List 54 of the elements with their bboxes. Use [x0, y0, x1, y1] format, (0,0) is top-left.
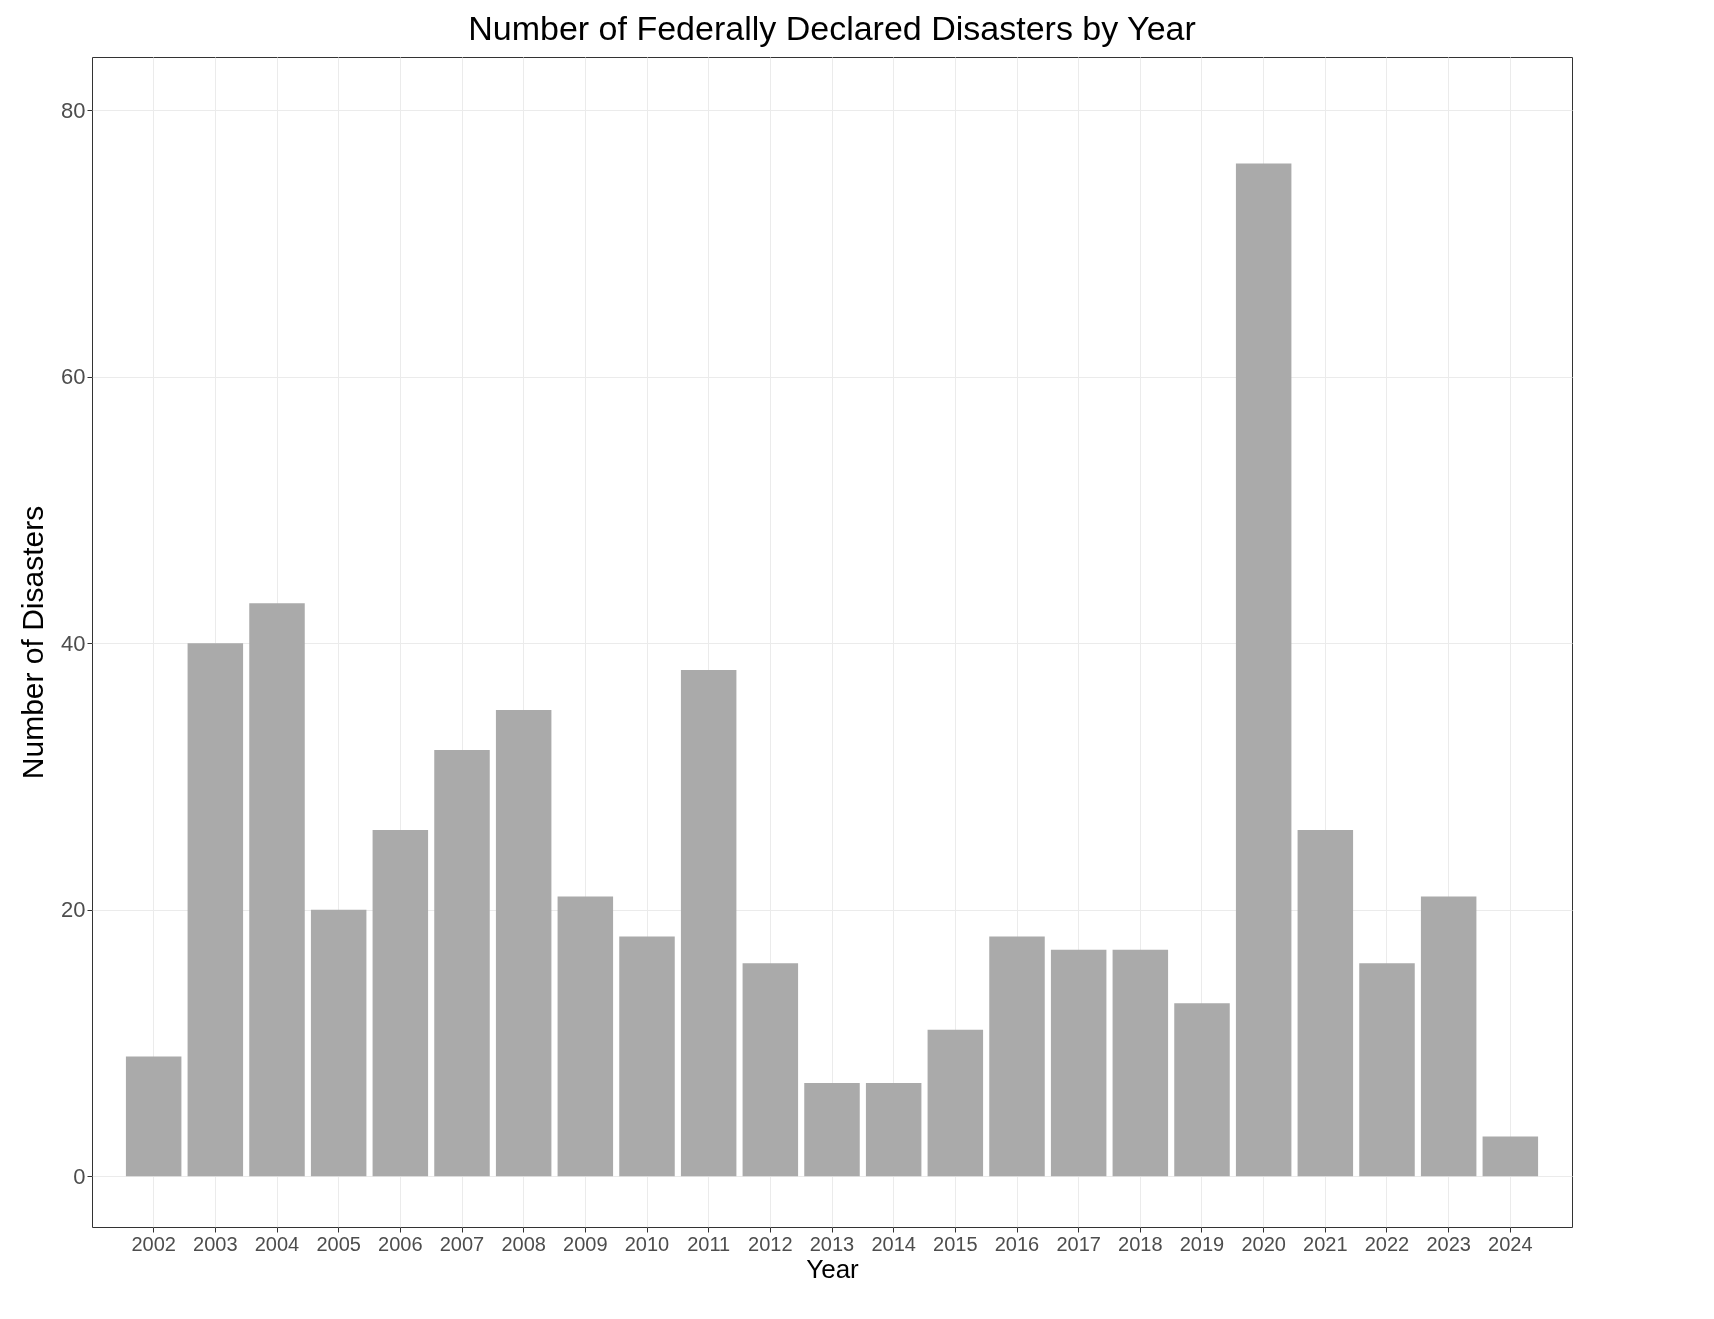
- x-tick-label: 2021: [1303, 1232, 1348, 1255]
- x-tick-label: 2024: [1488, 1232, 1533, 1255]
- bar: [1050, 949, 1107, 1177]
- bar: [1420, 896, 1477, 1177]
- x-tick-label: 2012: [748, 1232, 793, 1255]
- x-tick-label: 2002: [131, 1232, 176, 1255]
- bar: [1235, 163, 1292, 1177]
- bar: [1297, 829, 1354, 1177]
- x-tick-label: 2019: [1179, 1232, 1225, 1255]
- y-tick-label: 20: [61, 897, 86, 923]
- bar: [434, 749, 490, 1177]
- bar: [742, 963, 799, 1177]
- y-tick-label: 0: [73, 1163, 86, 1189]
- x-tick-label: 2013: [809, 1232, 855, 1255]
- x-tick-label: 2004: [254, 1232, 300, 1255]
- y-tick-label: 60: [61, 364, 86, 390]
- x-tick-label: 2010: [624, 1232, 670, 1255]
- bar: [804, 1083, 860, 1177]
- x-tick-label: 2018: [1118, 1232, 1163, 1255]
- x-tick-label: 2003: [193, 1232, 238, 1255]
- bar: [125, 1056, 182, 1177]
- y-tick-label: 40: [61, 630, 86, 656]
- bar: [680, 669, 737, 1177]
- x-tick-label: 2015: [933, 1232, 978, 1255]
- x-tick-label: 2008: [501, 1232, 546, 1255]
- x-tick-label: 2017: [1056, 1232, 1101, 1255]
- y-tick-label: 80: [61, 97, 86, 123]
- x-tick-label: 2006: [378, 1232, 423, 1255]
- bar: [557, 896, 614, 1177]
- x-tick-label: 2020: [1241, 1232, 1286, 1255]
- bar: [187, 643, 244, 1177]
- x-tick-label: 2014: [871, 1232, 916, 1255]
- bar: [372, 829, 429, 1177]
- bar: [927, 1029, 984, 1177]
- chart-title: Number of Federally Declared Disasters by Year: [468, 9, 1196, 47]
- x-axis-title: Year: [806, 1253, 860, 1284]
- bar: [1482, 1136, 1539, 1177]
- x-tick-label: 2011: [687, 1232, 731, 1255]
- x-tick-label: 2005: [316, 1232, 361, 1255]
- bar: [865, 1083, 922, 1177]
- x-tick-label: 2007: [439, 1232, 485, 1255]
- x-tick-label: 2009: [563, 1232, 608, 1255]
- bar: [1174, 1003, 1230, 1177]
- y-axis-title: Number of Disasters: [16, 505, 50, 780]
- bar: [1359, 963, 1415, 1177]
- bar: [310, 909, 367, 1177]
- bar: [249, 603, 305, 1177]
- bar: [619, 936, 675, 1177]
- bar: [989, 936, 1045, 1177]
- bar: [1112, 949, 1169, 1177]
- x-tick-label: 2023: [1426, 1232, 1471, 1255]
- x-tick-label: 2022: [1364, 1232, 1410, 1255]
- x-tick-label: 2016: [994, 1232, 1040, 1255]
- bar: [495, 709, 552, 1177]
